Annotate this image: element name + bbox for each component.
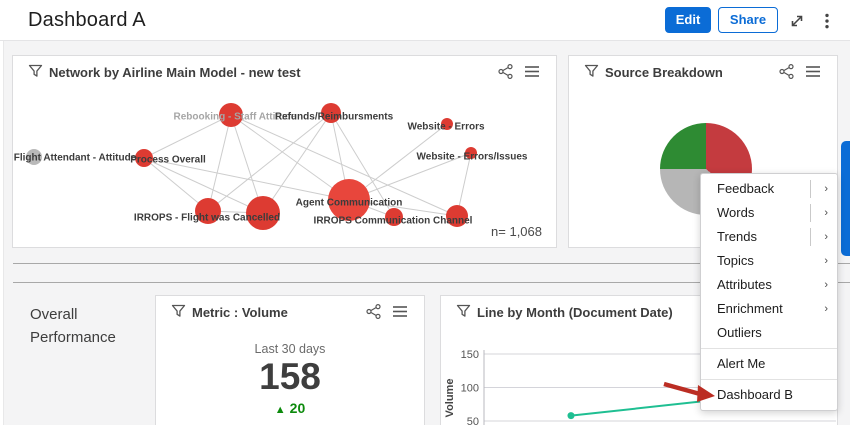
metric-delta: ▲ 20 xyxy=(156,400,424,416)
chevron-right-icon: › xyxy=(824,183,828,195)
metric-widget-header: Metric : Volume xyxy=(156,296,424,326)
network-edge xyxy=(348,152,472,201)
widget-menu-icon[interactable] xyxy=(805,64,821,79)
section-divider xyxy=(13,282,850,283)
network-edge xyxy=(330,112,395,218)
network-edge xyxy=(230,114,458,217)
kebab-menu-icon[interactable] xyxy=(818,12,836,30)
network-node[interactable] xyxy=(465,147,477,159)
menu-divider xyxy=(701,379,837,380)
network-edge xyxy=(207,114,232,212)
menu-split-divider xyxy=(810,228,811,246)
section-label-line2: Performance xyxy=(30,329,116,346)
menu-divider xyxy=(701,348,837,349)
network-node[interactable] xyxy=(195,198,221,224)
network-edge xyxy=(143,114,232,159)
network-node[interactable] xyxy=(328,179,370,221)
menu-item-label: Dashboard B xyxy=(717,387,793,402)
chevron-right-icon: › xyxy=(824,255,828,267)
metric-widget-title: Metric : Volume xyxy=(192,305,288,320)
metric-widget: Metric : Volume Last 30 days 158 ▲ 20 xyxy=(155,295,425,425)
widget-menu-icon[interactable] xyxy=(524,64,540,79)
network-graph xyxy=(26,103,477,230)
y-tick-label: 50 xyxy=(467,416,479,425)
menu-item-label: Topics xyxy=(717,253,754,268)
section-label: Overall Performance xyxy=(30,303,116,349)
context-menu: Feedback › Words › Trends › Topics › Attributes ›… xyxy=(700,173,838,411)
source-widget-title: Source Breakdown xyxy=(605,65,723,80)
menu-item-label: Attributes xyxy=(717,277,772,292)
metric-value: 158 xyxy=(259,356,321,397)
menu-item-feedback[interactable]: Feedback › xyxy=(701,177,837,201)
network-edge xyxy=(230,114,264,214)
left-edge-strip xyxy=(0,0,4,425)
section-label-line1: Overall xyxy=(30,306,78,323)
network-edge xyxy=(230,114,350,201)
network-edge xyxy=(262,112,332,214)
network-edge xyxy=(207,112,332,212)
filter-icon[interactable] xyxy=(456,304,471,319)
filter-icon[interactable] xyxy=(171,304,186,319)
menu-item-label: Enrichment xyxy=(717,301,783,316)
chevron-right-icon: › xyxy=(824,207,828,219)
y-axis-label: Volume xyxy=(444,379,456,418)
edit-button[interactable]: Edit xyxy=(665,7,711,33)
menu-item-label: Alert Me xyxy=(717,356,766,371)
section-divider xyxy=(13,263,850,264)
network-node[interactable] xyxy=(385,208,403,226)
data-point[interactable] xyxy=(567,412,575,420)
source-widget-header: Source Breakdown xyxy=(569,56,837,86)
menu-item-topics[interactable]: Topics › xyxy=(701,249,837,273)
network-node[interactable] xyxy=(26,149,42,165)
network-node[interactable] xyxy=(321,103,341,123)
share-alt-icon[interactable] xyxy=(779,64,795,79)
line-widget-header: Line by Month (Document Date) xyxy=(441,296,837,326)
menu-item-words[interactable]: Words › xyxy=(701,201,837,225)
menu-item-label: Trends xyxy=(717,229,757,244)
side-tab-button[interactable] xyxy=(841,141,850,256)
network-node[interactable] xyxy=(246,196,280,230)
menu-item-enrichment[interactable]: Enrichment › xyxy=(701,297,837,321)
app-header: Dashboard A Edit Share xyxy=(0,0,850,41)
menu-item-alert-me[interactable]: Alert Me xyxy=(701,352,837,376)
y-tick-label: 150 xyxy=(461,349,479,361)
menu-item-dashboard-b[interactable]: Dashboard B xyxy=(701,383,837,407)
share-button[interactable]: Share xyxy=(718,7,778,33)
sample-size-label: n= 1,068 xyxy=(491,224,542,239)
menu-item-trends[interactable]: Trends › xyxy=(701,225,837,249)
menu-item-label: Outliers xyxy=(717,325,762,340)
network-edge xyxy=(143,157,264,214)
network-node[interactable] xyxy=(446,205,468,227)
menu-split-divider xyxy=(810,180,811,198)
menu-item-label: Words xyxy=(717,205,755,220)
filter-icon[interactable] xyxy=(584,64,599,79)
network-node[interactable] xyxy=(135,149,153,167)
share-alt-icon[interactable] xyxy=(498,64,514,79)
expand-icon[interactable] xyxy=(788,12,806,30)
delta-up-icon: ▲ xyxy=(274,404,286,416)
metric-delta-value: 20 xyxy=(289,400,306,416)
chevron-right-icon: › xyxy=(824,303,828,315)
chevron-right-icon: › xyxy=(824,231,828,243)
metric-period: Last 30 days xyxy=(254,342,326,356)
network-edge xyxy=(143,157,350,201)
page-title: Dashboard A xyxy=(28,9,146,31)
filter-icon[interactable] xyxy=(28,64,43,79)
menu-item-attributes[interactable]: Attributes › xyxy=(701,273,837,297)
share-alt-icon[interactable] xyxy=(366,304,382,319)
network-widget: Network by Airline Main Model - new test… xyxy=(12,55,557,248)
y-tick-label: 100 xyxy=(461,383,479,395)
network-widget-header: Network by Airline Main Model - new test xyxy=(13,56,556,86)
line-widget-title: Line by Month (Document Date) xyxy=(477,305,673,320)
widget-menu-icon[interactable] xyxy=(392,304,408,319)
chevron-right-icon: › xyxy=(824,279,828,291)
network-node[interactable] xyxy=(219,103,243,127)
menu-item-outliers[interactable]: Outliers xyxy=(701,321,837,345)
menu-split-divider xyxy=(810,204,811,222)
network-widget-title: Network by Airline Main Model - new test xyxy=(49,65,301,80)
menu-item-label: Feedback xyxy=(717,181,775,196)
network-edge xyxy=(143,157,209,212)
network-node[interactable] xyxy=(441,118,453,130)
